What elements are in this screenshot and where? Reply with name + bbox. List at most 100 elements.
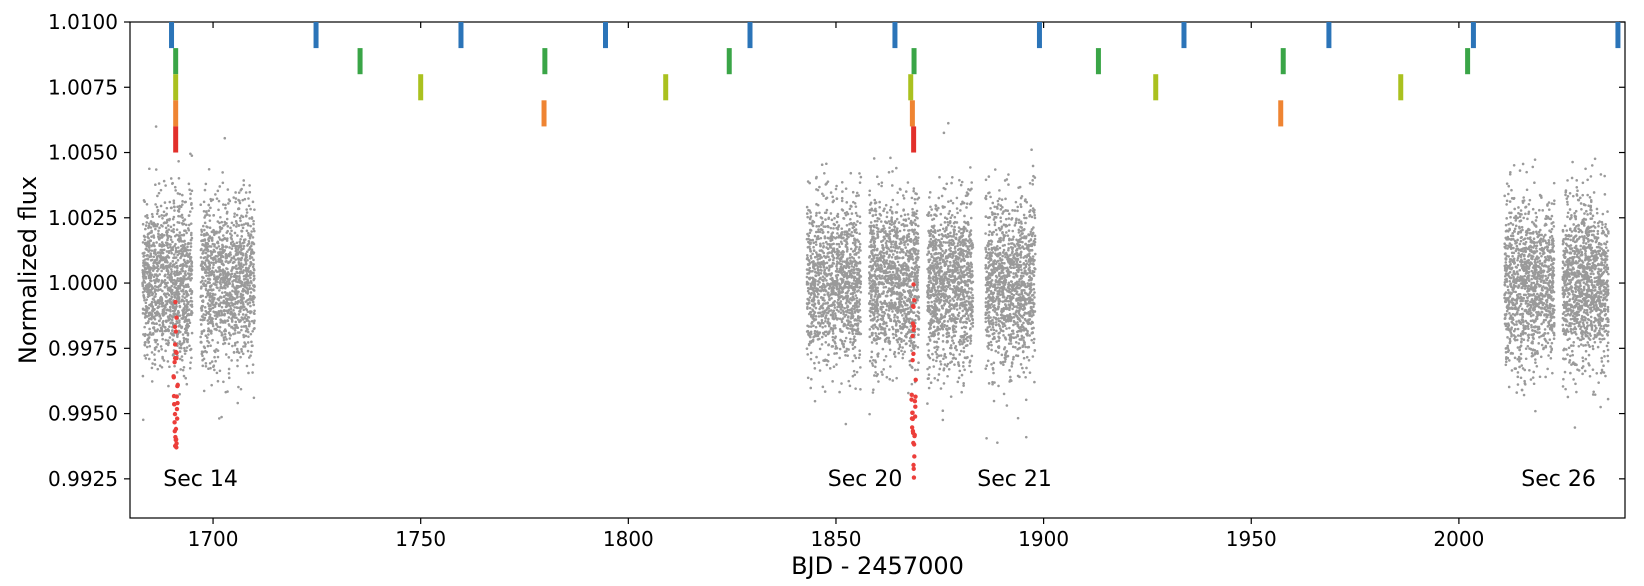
data-point — [146, 284, 149, 287]
data-point — [190, 232, 193, 235]
data-point — [900, 240, 903, 243]
data-point — [806, 258, 809, 261]
data-point — [179, 257, 182, 260]
data-point — [183, 249, 186, 252]
data-point — [230, 234, 233, 237]
data-point — [186, 300, 189, 303]
data-point — [230, 298, 233, 301]
data-point — [818, 302, 821, 305]
data-point — [236, 350, 239, 353]
data-point — [847, 236, 850, 239]
data-point — [901, 357, 904, 360]
data-point — [206, 226, 209, 229]
data-point — [917, 288, 920, 291]
data-point — [873, 337, 876, 340]
data-point — [238, 313, 241, 316]
data-point — [224, 207, 227, 210]
data-point — [832, 227, 835, 230]
data-point — [158, 192, 161, 195]
data-point — [234, 327, 237, 330]
data-point — [208, 214, 211, 217]
data-point — [236, 234, 239, 237]
data-point — [253, 289, 256, 292]
data-point — [248, 191, 251, 194]
data-point — [182, 299, 185, 302]
data-point — [178, 302, 181, 305]
data-point — [828, 322, 831, 325]
data-point — [244, 260, 247, 263]
data-point — [178, 393, 181, 396]
data-point — [859, 262, 862, 265]
data-point — [226, 319, 229, 322]
data-point — [156, 212, 159, 215]
data-point — [248, 316, 251, 319]
data-point — [836, 283, 839, 286]
data-point — [880, 185, 883, 188]
data-point — [181, 295, 184, 298]
data-point — [868, 225, 871, 228]
data-point — [853, 328, 856, 331]
data-point — [166, 233, 169, 236]
data-point — [821, 229, 824, 232]
data-point — [245, 291, 248, 294]
data-point — [184, 311, 187, 314]
data-point — [916, 310, 919, 313]
data-point — [249, 305, 252, 308]
data-point — [205, 362, 208, 365]
data-point — [905, 219, 908, 222]
data-point — [872, 245, 875, 248]
data-point — [817, 274, 820, 277]
data-point — [809, 229, 812, 232]
data-point — [165, 342, 168, 345]
data-point — [143, 254, 146, 257]
data-point — [184, 272, 187, 275]
data-point — [879, 337, 882, 340]
data-point — [165, 282, 168, 285]
data-point — [210, 245, 213, 248]
data-point — [160, 327, 163, 330]
data-point — [173, 206, 176, 209]
data-point — [211, 236, 214, 239]
data-point — [903, 324, 906, 327]
data-point — [219, 318, 222, 321]
data-point — [838, 245, 841, 248]
x-tick-label: 1950 — [1226, 527, 1277, 551]
data-point — [821, 217, 824, 220]
data-point — [237, 224, 240, 227]
data-point — [868, 302, 871, 305]
data-point — [156, 256, 159, 259]
data-point — [910, 296, 913, 299]
data-point — [808, 302, 811, 305]
data-point — [221, 171, 224, 174]
data-point — [869, 212, 872, 215]
data-point — [812, 279, 815, 282]
data-point — [885, 309, 888, 312]
data-point — [227, 202, 230, 205]
data-point — [816, 330, 819, 333]
data-point — [208, 274, 211, 277]
data-point — [229, 334, 232, 337]
data-point — [211, 360, 214, 363]
data-point — [158, 215, 161, 218]
data-point — [237, 267, 240, 270]
data-point — [213, 369, 216, 372]
data-point — [870, 221, 873, 224]
data-point — [188, 275, 191, 278]
data-point — [163, 180, 166, 183]
data-point — [875, 224, 878, 227]
data-point — [872, 286, 875, 289]
data-point — [206, 340, 209, 343]
data-point — [846, 224, 849, 227]
data-point — [831, 278, 834, 281]
data-point — [151, 249, 154, 252]
data-point — [212, 288, 215, 291]
data-point — [208, 289, 211, 292]
data-point — [210, 307, 213, 310]
data-point — [822, 246, 825, 249]
data-point — [908, 292, 911, 295]
data-point — [846, 272, 849, 275]
data-point — [813, 296, 816, 299]
data-point — [890, 206, 893, 209]
data-point — [905, 252, 908, 255]
data-point — [818, 211, 821, 214]
